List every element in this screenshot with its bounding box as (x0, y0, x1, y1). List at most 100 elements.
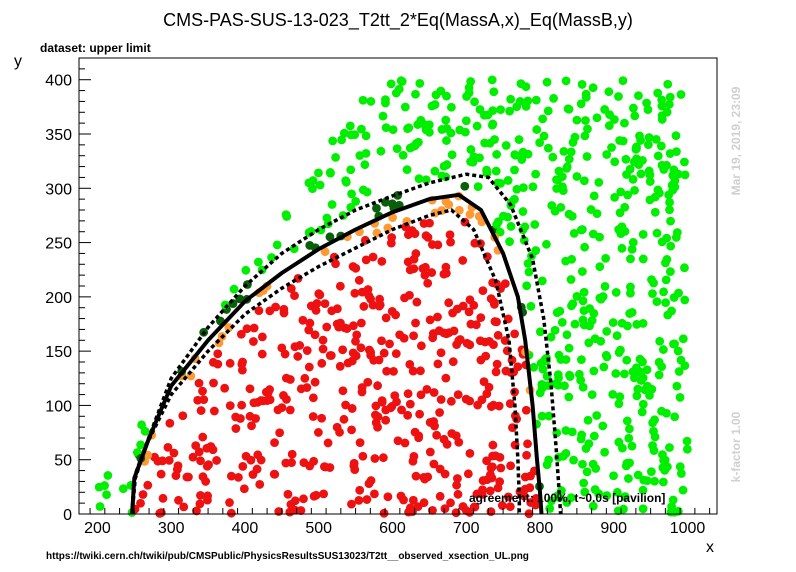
data-point-allowed (564, 209, 574, 219)
data-point-excluded (269, 469, 279, 479)
data-point-allowed (654, 370, 664, 380)
data-point-allowed (511, 150, 520, 160)
data-point-allowed (625, 309, 635, 318)
data-point-allowed (680, 157, 689, 167)
data-point-allowed (645, 170, 655, 180)
data-point-excluded (300, 373, 310, 383)
data-point-excluded (433, 240, 443, 250)
data-point-allowed (404, 123, 414, 133)
data-point-excluded (425, 418, 435, 427)
data-point-excluded (403, 389, 413, 399)
data-point-allowed (538, 114, 548, 124)
data-point-allowed (446, 102, 456, 112)
limit-curve-expected-minus (130, 208, 522, 515)
data-point-near-excluded (383, 223, 393, 233)
data-point-allowed (562, 330, 572, 340)
data-point-excluded (489, 400, 498, 410)
data-point-allowed (680, 361, 690, 371)
data-point-allowed (391, 88, 401, 98)
data-point-excluded (446, 498, 455, 508)
data-point-allowed (682, 444, 692, 454)
data-point-allowed (661, 298, 670, 308)
dataset-label: dataset: upper limit (40, 41, 151, 55)
data-point-excluded (435, 491, 445, 501)
data-point-allowed (95, 502, 105, 511)
data-point-excluded (194, 447, 204, 457)
data-point-excluded (198, 386, 207, 396)
data-point-allowed (633, 384, 643, 394)
data-point-allowed (253, 257, 263, 267)
data-point-allowed (638, 155, 647, 165)
data-point-excluded (193, 395, 203, 405)
data-point-excluded (469, 300, 479, 310)
data-point-allowed (587, 316, 597, 325)
limit-curves (130, 172, 563, 515)
data-point-excluded (465, 340, 475, 350)
data-point-allowed (659, 287, 668, 297)
data-point-allowed (315, 180, 325, 190)
data-point-allowed (322, 213, 332, 223)
y-axis: 0 50 100 150 200 250 300 350 400 (45, 57, 91, 524)
data-point-excluded (317, 358, 327, 368)
data-point-allowed (579, 287, 589, 297)
data-point-excluded (247, 421, 256, 431)
y-axis-label: y (14, 53, 22, 70)
data-point-near-allowed (381, 197, 390, 207)
data-point-allowed (628, 103, 638, 113)
data-point-allowed (526, 301, 536, 311)
data-point-excluded (327, 306, 337, 316)
data-point-excluded (405, 399, 415, 409)
data-point-allowed (431, 90, 441, 100)
y-tick-label: 100 (45, 398, 72, 415)
data-point-excluded (357, 387, 367, 397)
data-point-excluded (305, 318, 315, 328)
data-point-excluded (213, 349, 223, 359)
data-point-allowed (638, 504, 648, 514)
data-point-excluded (370, 489, 379, 499)
data-point-allowed (577, 355, 586, 365)
data-point-excluded (379, 508, 389, 518)
data-point-excluded (389, 366, 398, 376)
x-tick-label: 700 (453, 520, 480, 537)
data-point-allowed (637, 407, 647, 417)
data-point-excluded (408, 495, 418, 505)
data-point-excluded (286, 284, 296, 293)
data-point-allowed (308, 184, 317, 194)
data-point-excluded (320, 299, 330, 309)
data-point-allowed (357, 124, 366, 134)
data-point-allowed (328, 136, 338, 146)
data-point-allowed (602, 327, 612, 336)
data-point-allowed (680, 263, 689, 273)
data-point-allowed (578, 382, 588, 392)
data-point-excluded (439, 328, 449, 338)
data-point-allowed (626, 254, 635, 264)
data-point-allowed (361, 131, 371, 141)
data-point-excluded (298, 315, 308, 325)
data-point-allowed (118, 484, 128, 494)
data-point-allowed (447, 150, 457, 160)
data-point-allowed (582, 467, 592, 477)
data-point-allowed (530, 220, 540, 229)
data-point-allowed (663, 310, 673, 320)
data-point-excluded (359, 302, 369, 311)
data-point-excluded (425, 447, 435, 457)
data-point-excluded (226, 471, 236, 481)
data-point-allowed (577, 267, 587, 276)
data-point-allowed (676, 90, 686, 99)
data-point-allowed (602, 150, 612, 159)
data-point-excluded (236, 329, 246, 339)
data-point-allowed (594, 177, 604, 187)
data-point-allowed (572, 115, 582, 125)
data-point-excluded (335, 318, 345, 328)
data-point-allowed (654, 188, 664, 198)
data-point-excluded (495, 477, 505, 487)
data-point-excluded (496, 463, 506, 473)
data-point-excluded (335, 361, 345, 371)
data-point-excluded (395, 330, 405, 340)
data-point-excluded (482, 456, 492, 466)
data-point-allowed (645, 390, 654, 400)
data-point-excluded (318, 344, 328, 354)
data-point-allowed (636, 136, 646, 145)
data-point-excluded (392, 397, 401, 407)
data-point-excluded (489, 299, 499, 309)
